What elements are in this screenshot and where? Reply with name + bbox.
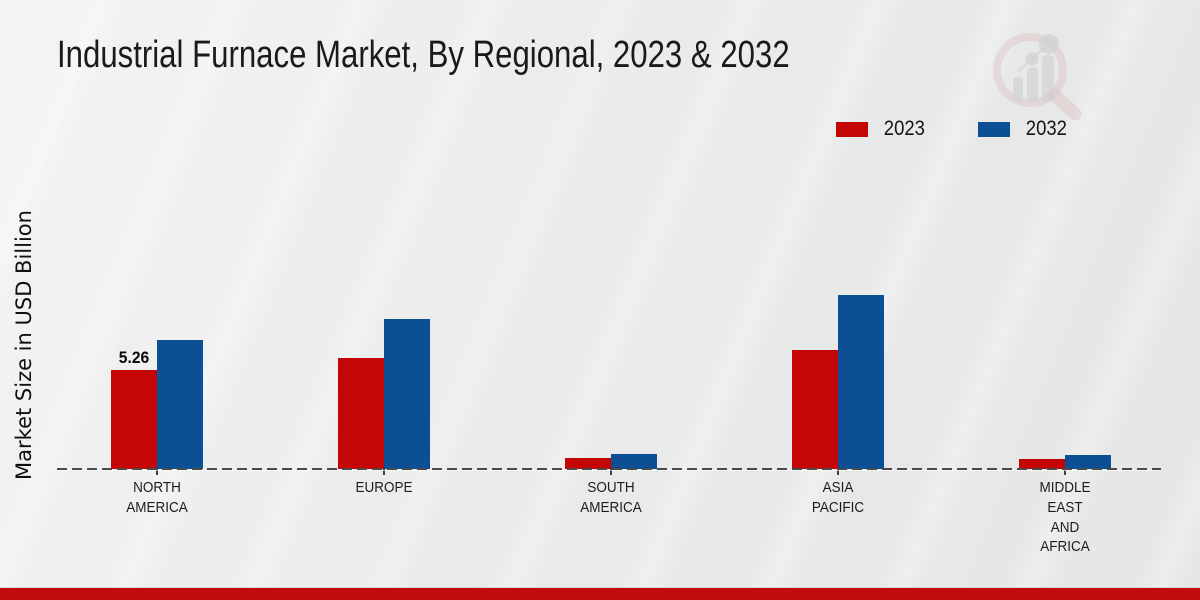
- bar-2032-south-america: [610, 454, 657, 469]
- bar-2032-europe: [383, 319, 430, 469]
- bar-group-south-america: SOUTH AMERICA: [497, 179, 724, 516]
- axis-tick: [836, 469, 839, 475]
- bar-2023-europe: [337, 358, 384, 469]
- x-axis-baseline: [57, 468, 1161, 470]
- category-label: MIDDLE EAST AND AFRICA: [1038, 479, 1091, 556]
- axis-tick: [609, 469, 612, 475]
- axis-tick: [382, 469, 385, 475]
- bar-group-middle-east-and-africa: MIDDLE EAST AND AFRICA: [951, 179, 1178, 555]
- plot-area: 5.26 NORTH AMERICA EUROPE SOUTH AMERICA ASIA PA…: [43, 179, 1178, 555]
- legend-item-2032: 2032: [977, 117, 1070, 141]
- legend-swatch-2032: [977, 121, 1010, 137]
- bottom-accent-bar: [0, 587, 1200, 600]
- category-label: NORTH AMERICA: [125, 479, 188, 516]
- bar-group-europe: EUROPE: [270, 179, 497, 496]
- category-label: ASIA PACIFIC: [811, 479, 864, 516]
- bar-2032-asia-pacific: [837, 295, 884, 469]
- bar-2032-middle-east-and-africa: [1064, 454, 1111, 469]
- brand-watermark-icon: [993, 33, 1082, 120]
- legend-label-2023: 2023: [883, 117, 925, 140]
- legend-swatch-2023: [836, 121, 868, 137]
- bar-2023-asia-pacific: [791, 350, 838, 469]
- legend-item-2023: 2023: [836, 117, 928, 141]
- y-axis-label: Market Size in USD Billion: [12, 210, 36, 480]
- bar-2032-north-america: [156, 340, 203, 469]
- bar-group-asia-pacific: ASIA PACIFIC: [724, 179, 951, 516]
- bar-2023-north-america: 5.26: [110, 348, 157, 469]
- category-label: EUROPE: [354, 479, 413, 496]
- category-label: SOUTH AMERICA: [579, 479, 642, 516]
- axis-tick: [155, 469, 158, 475]
- legend-label-2032: 2032: [1025, 117, 1067, 140]
- chart-title: Industrial Furnace Market, By Regional, …: [57, 34, 790, 76]
- legend: 2023 2032: [836, 114, 1069, 144]
- bar-value-label: 5.26: [118, 348, 149, 368]
- bar-2023-south-america: [564, 457, 611, 469]
- bar-2023-middle-east-and-africa: [1018, 458, 1065, 469]
- axis-tick: [1063, 469, 1066, 475]
- bar-group-north-america: 5.26 NORTH AMERICA: [43, 179, 270, 516]
